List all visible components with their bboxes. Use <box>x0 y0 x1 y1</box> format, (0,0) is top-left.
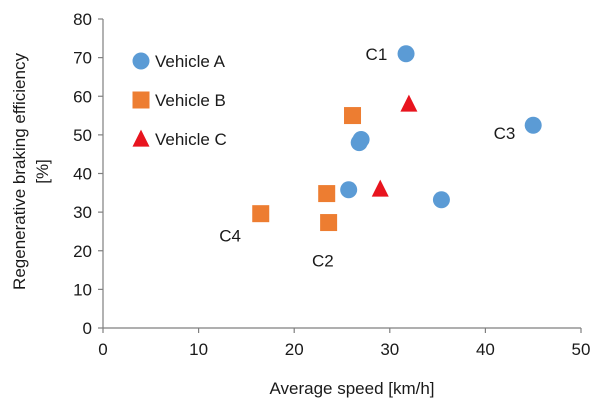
point-vehicle-a <box>432 191 450 209</box>
annotation-label: C4 <box>219 226 241 245</box>
x-tick-label: 40 <box>476 340 495 359</box>
legend: Vehicle A Vehicle B Vehicle C <box>132 52 227 149</box>
x-tick-label: 0 <box>98 340 107 359</box>
y-tick-label: 10 <box>73 280 92 299</box>
legend-label: Vehicle B <box>155 91 226 110</box>
annotation-label: C3 <box>494 124 516 143</box>
y-tick-label: 80 <box>73 10 92 29</box>
y-tick-label: 0 <box>83 319 92 338</box>
y-tick-label: 70 <box>73 49 92 68</box>
y-tick-label: 20 <box>73 242 92 261</box>
point-vehicle-a <box>397 45 415 63</box>
x-tick-label: 10 <box>189 340 208 359</box>
point-vehicle-c <box>371 179 389 197</box>
x-tick-label: 50 <box>572 340 591 359</box>
point-vehicle-b <box>320 214 338 232</box>
legend-marker-vehicle-a <box>132 52 150 70</box>
x-tick-label: 30 <box>380 340 399 359</box>
point-vehicle-b <box>318 185 336 203</box>
x-axis-title: Average speed [km/h] <box>269 379 434 398</box>
tick-labels: 0 10 20 30 40 50 60 70 80 0 10 20 30 40 50 <box>73 10 590 359</box>
point-vehicle-a <box>524 116 542 134</box>
point-vehicle-b <box>344 107 362 125</box>
y-tick-label: 40 <box>73 165 92 184</box>
annotation-label: C2 <box>312 251 334 270</box>
point-vehicle-a <box>340 181 358 199</box>
annotation-label: C1 <box>366 45 388 64</box>
annotations: C1 C2 C3 C4 <box>219 45 515 271</box>
y-tick-label: 50 <box>73 126 92 145</box>
y-tick-label: 30 <box>73 203 92 222</box>
legend-label: Vehicle A <box>155 52 226 71</box>
point-vehicle-a <box>350 134 368 152</box>
legend-marker-vehicle-b <box>132 91 150 109</box>
data-points <box>252 45 542 232</box>
x-tick-label: 20 <box>285 340 304 359</box>
axes <box>98 18 582 333</box>
legend-marker-vehicle-c <box>132 129 150 147</box>
y-tick-label: 60 <box>73 87 92 106</box>
y-axis-unit: [%] <box>33 159 52 184</box>
point-vehicle-b <box>252 205 270 223</box>
y-axis-title: Regenerative braking efficiency <box>10 53 29 290</box>
legend-label: Vehicle C <box>155 130 227 149</box>
point-vehicle-c <box>400 94 418 112</box>
